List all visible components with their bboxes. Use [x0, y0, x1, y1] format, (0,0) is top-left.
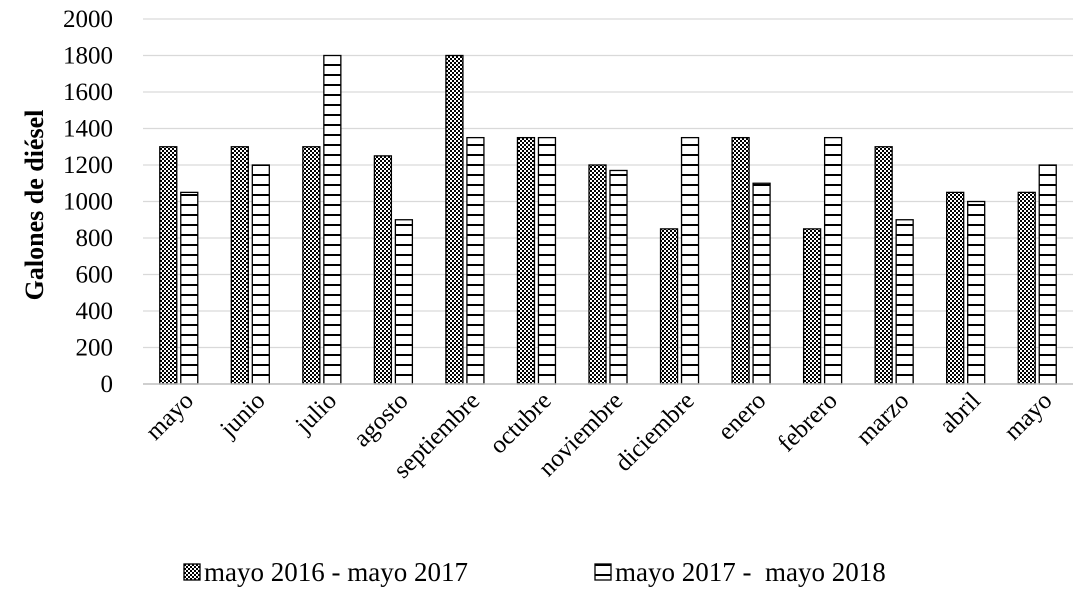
- bar-series1: [302, 146, 321, 385]
- bar-series2: [537, 136, 557, 385]
- y-tick-label: 200: [76, 335, 114, 362]
- y-tick-label: 600: [76, 262, 114, 289]
- gridlines: [143, 18, 1073, 349]
- legend-swatch-series2: [594, 563, 612, 581]
- bar-series1: [588, 164, 607, 385]
- y-tick-label: 1000: [63, 189, 113, 216]
- bar-series1: [874, 146, 893, 385]
- y-tick-label: 800: [76, 225, 114, 252]
- axes: 0 200 400 600 800 1000 1200 1400 1600 1800 2000 may…: [63, 6, 1073, 484]
- bar-series1: [1017, 191, 1036, 385]
- bar-series1: [159, 146, 178, 385]
- x-tick-label: junio: [214, 387, 270, 443]
- y-tick-label: 1600: [63, 79, 113, 106]
- bar-series2: [967, 200, 986, 385]
- x-tick-label: abril: [934, 387, 986, 439]
- y-tick-label: 1200: [63, 152, 113, 179]
- x-tick-label: marzo: [851, 387, 914, 450]
- x-tick-label: enero: [713, 387, 771, 445]
- bar-series1: [516, 136, 536, 385]
- bar-series1: [946, 191, 965, 385]
- bar-series1: [659, 228, 679, 385]
- bar-series2: [609, 169, 628, 385]
- y-tick-label: 400: [76, 298, 114, 325]
- bar-series1: [445, 54, 464, 385]
- bar-series2: [466, 136, 485, 385]
- x-tick-label: octubre: [485, 387, 557, 459]
- x-tick-label: febrero: [773, 387, 843, 457]
- y-axis-label: Galones de diésel: [20, 110, 49, 301]
- y-tick-label: 1400: [63, 116, 113, 143]
- bar-series2: [752, 182, 771, 385]
- legend-label-series2: mayo 2017 - mayo 2018: [615, 557, 886, 587]
- y-tick-label: 1800: [63, 43, 113, 70]
- bar-series1: [230, 146, 249, 385]
- bar-series2: [251, 164, 270, 385]
- bars: [159, 54, 1057, 385]
- x-tick-label: agosto: [348, 387, 413, 452]
- bar-series2: [823, 136, 843, 385]
- bar-series2: [680, 136, 700, 385]
- bar-series2: [1038, 164, 1057, 385]
- bar-series1: [802, 228, 822, 385]
- bar-series2: [323, 54, 342, 385]
- x-tick-label: julio: [290, 387, 342, 439]
- bar-series2: [895, 219, 914, 385]
- legend-label-series1: mayo 2016 - mayo 2017: [204, 557, 468, 587]
- bar-series2: [180, 191, 199, 385]
- y-tick-label: 0: [101, 371, 114, 398]
- legend: mayo 2016 - mayo 2017 mayo 2017 - mayo 20…: [183, 557, 886, 587]
- x-tick-label: diciembre: [610, 387, 700, 477]
- x-tick-label: mayo: [999, 387, 1057, 445]
- bar-series1: [731, 136, 750, 385]
- bar-series1: [373, 155, 393, 385]
- x-tick-label: mayo: [141, 387, 199, 445]
- bar-series2: [394, 219, 414, 385]
- y-tick-label: 2000: [63, 6, 113, 33]
- legend-swatch-series1: [183, 563, 201, 581]
